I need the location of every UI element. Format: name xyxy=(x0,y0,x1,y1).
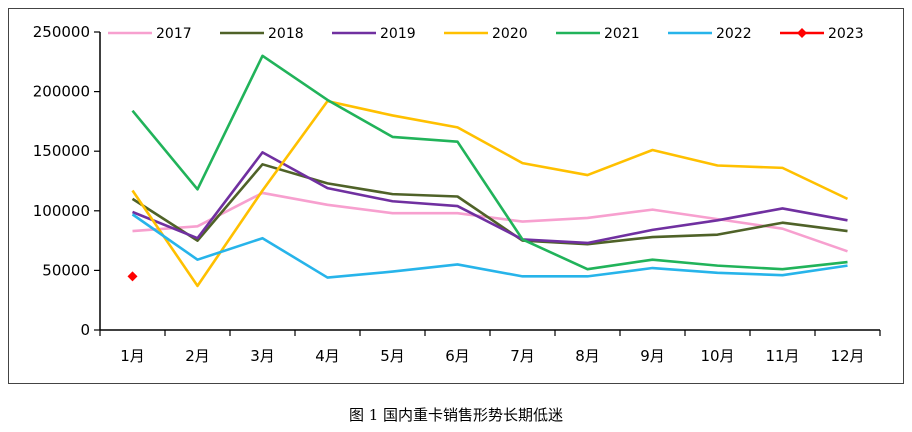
legend-label: 2020 xyxy=(492,26,528,42)
x-axis-ticks: 1月 2月 3月 4月 5月 6月 7月 8月 9月 10月 11月 12月 xyxy=(99,330,881,365)
series-line-2018 xyxy=(131,163,848,246)
x-tick-label: 5月 xyxy=(380,347,405,365)
x-tick-label: 10月 xyxy=(700,347,734,365)
series-line-2019 xyxy=(132,151,848,245)
legend-item-2022: 2022 xyxy=(668,26,752,42)
x-tick-label: 12月 xyxy=(830,347,864,365)
x-tick-label: 2月 xyxy=(185,347,210,365)
legend-item-2020: 2020 xyxy=(444,26,528,42)
legend-label: 2018 xyxy=(268,26,304,42)
legend-label: 2021 xyxy=(604,26,640,42)
y-tick-label: 200000 xyxy=(33,83,90,101)
y-tick-label: 0 xyxy=(80,321,90,339)
legend-item-2018: 2018 xyxy=(220,26,304,42)
x-tick-label: 6月 xyxy=(445,347,470,365)
x-tick-label: 11月 xyxy=(765,347,799,365)
legend-label: 2023 xyxy=(828,26,864,42)
x-tick-label: 7月 xyxy=(510,347,535,365)
series-line-2020 xyxy=(131,99,849,288)
figure-caption: 图 1 国内重卡销售形势长期低迷 xyxy=(348,406,564,424)
y-tick-label: 100000 xyxy=(33,202,90,220)
series-line-2021 xyxy=(131,54,848,271)
x-tick-label: 1月 xyxy=(120,347,145,365)
x-tick-label: 4月 xyxy=(315,347,340,365)
x-tick-label: 8月 xyxy=(575,347,600,365)
y-tick-label: 50000 xyxy=(42,261,90,279)
legend-label: 2022 xyxy=(716,26,752,42)
chart-axes xyxy=(99,32,880,331)
legend-item-2023: 2023 xyxy=(780,26,864,42)
y-tick-label: 150000 xyxy=(33,142,90,160)
series-line-2022 xyxy=(131,213,848,279)
data-point-2023 xyxy=(127,271,138,282)
y-axis-ticks: 0 50000 100000 150000 200000 250000 xyxy=(33,23,100,339)
legend-item-2021: 2021 xyxy=(556,26,640,42)
series-lines xyxy=(127,54,849,288)
legend-marker xyxy=(797,28,807,38)
legend-label: 2017 xyxy=(156,26,192,42)
x-tick-label: 9月 xyxy=(640,347,665,365)
x-tick-label: 3月 xyxy=(250,347,275,365)
y-tick-label: 250000 xyxy=(33,23,90,41)
legend-label: 2019 xyxy=(380,26,416,42)
legend-item-2017: 2017 xyxy=(108,26,192,42)
chart-legend: 2017 2018 2019 2020 2021 2022 2023 xyxy=(108,26,864,42)
legend-item-2019: 2019 xyxy=(332,26,416,42)
